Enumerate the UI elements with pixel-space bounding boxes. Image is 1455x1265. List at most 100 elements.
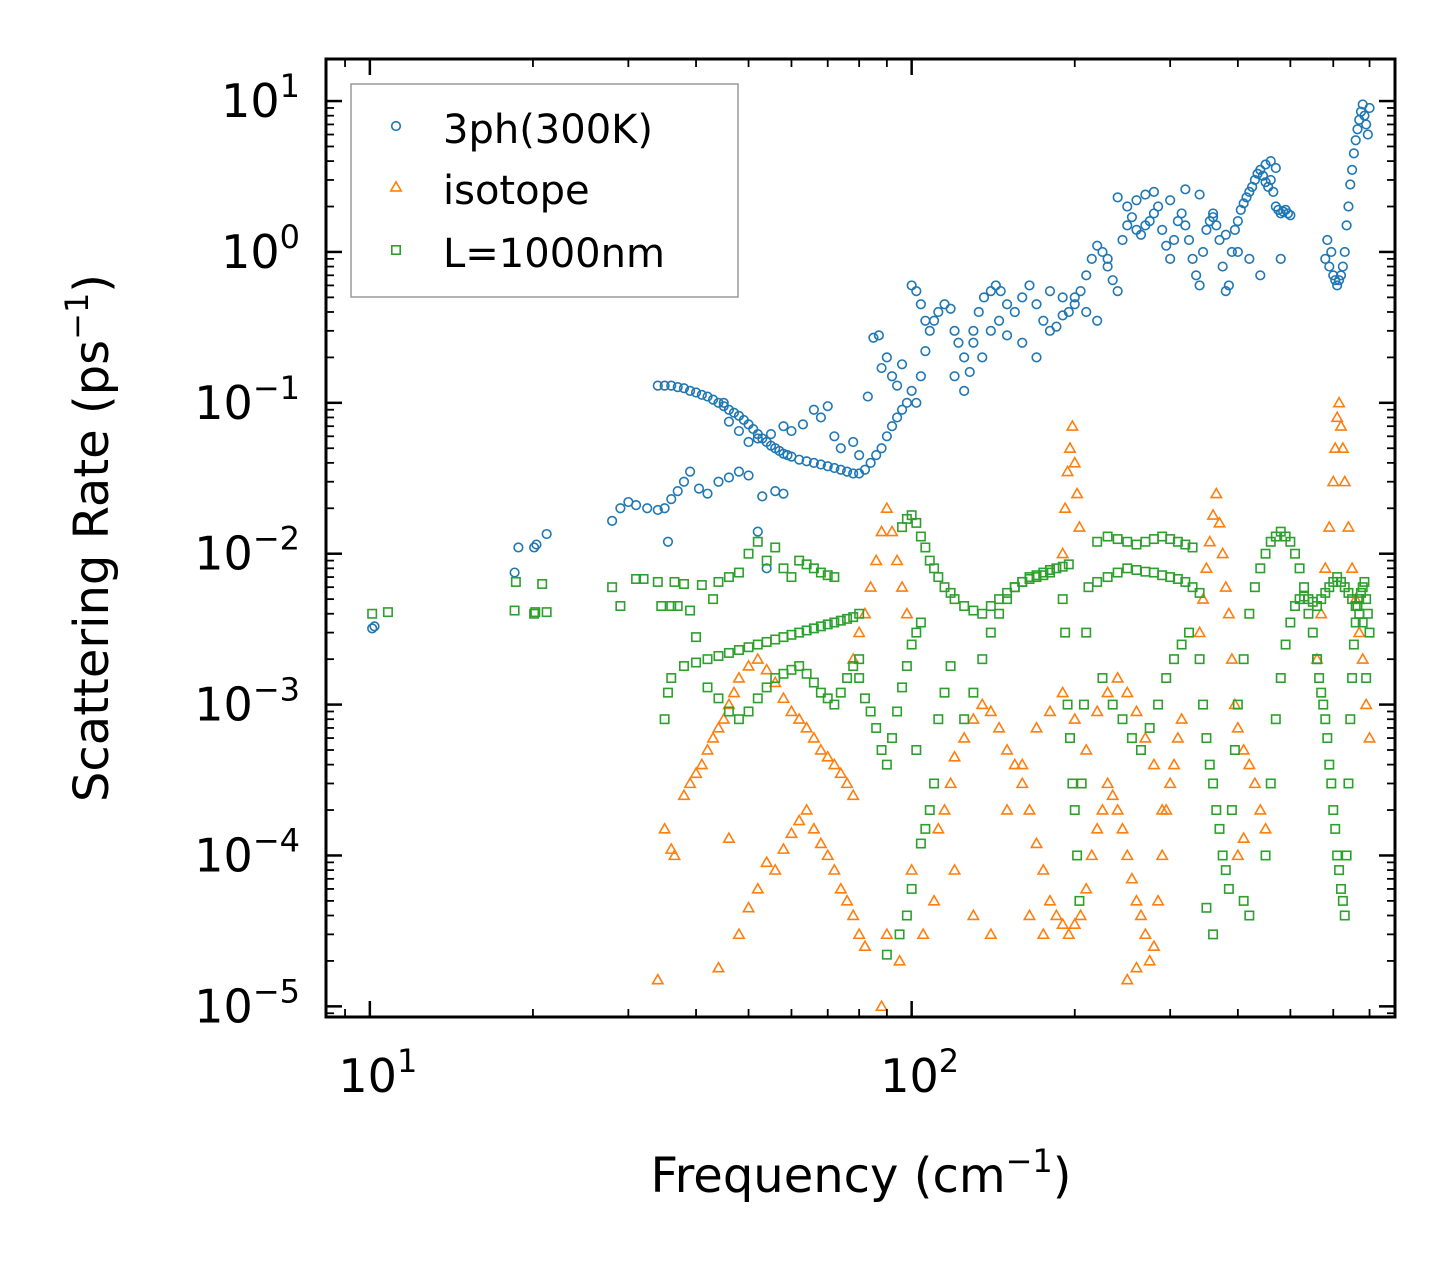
data-point (1326, 474, 1340, 487)
data-point (1069, 299, 1080, 310)
data-point (784, 704, 799, 717)
data-point (666, 380, 677, 391)
data-point (1326, 778, 1337, 789)
data-point (1057, 561, 1068, 572)
data-point (808, 623, 819, 634)
data-point (1155, 803, 1169, 815)
data-point (1336, 441, 1350, 453)
data-point (1068, 456, 1082, 468)
data-point (658, 822, 672, 834)
data-point (901, 661, 912, 672)
y-axis-label: Scattering Rate (ps−1) (58, 274, 120, 802)
data-point (530, 607, 541, 618)
data-point (1203, 534, 1217, 547)
data-point (1229, 745, 1240, 756)
data-point (713, 476, 724, 487)
data-point (1024, 280, 1035, 291)
data-point (852, 927, 866, 940)
data-point (1049, 908, 1063, 921)
data-point (1079, 882, 1093, 894)
data-point (1107, 699, 1118, 710)
data-point (794, 661, 805, 672)
data-point (733, 714, 744, 725)
data-point (1171, 731, 1185, 743)
data-point (1112, 534, 1123, 545)
data-point (607, 515, 618, 526)
data-point (638, 573, 649, 584)
x-tick-label: 101 (338, 1042, 417, 1103)
data-point (891, 380, 903, 391)
data-point (1326, 246, 1337, 258)
data-point (1101, 776, 1115, 789)
data-point (752, 526, 763, 537)
data-point (760, 855, 774, 868)
data-point (1352, 625, 1366, 638)
data-point (1015, 776, 1029, 789)
data-point (1338, 474, 1352, 487)
data-point (1355, 587, 1366, 598)
data-point (1223, 883, 1234, 894)
data-point (711, 961, 726, 973)
data-point (1347, 673, 1358, 684)
data-point (1364, 102, 1375, 114)
data-point (835, 615, 846, 626)
data-point (786, 425, 797, 437)
data-point (906, 639, 917, 650)
data-point (947, 750, 962, 762)
data-point (808, 677, 819, 688)
data-point (995, 286, 1006, 297)
data-point (1155, 848, 1169, 861)
data-point (933, 714, 944, 725)
data-point (1201, 902, 1212, 913)
data-point (778, 563, 789, 574)
data-point (1068, 917, 1082, 929)
data-point (1069, 292, 1080, 303)
legend-item: L=1000nm (390, 231, 665, 277)
data-point (1328, 441, 1342, 453)
data-point (689, 766, 703, 779)
data-point (814, 836, 828, 849)
data-point (1036, 863, 1050, 875)
data-point (1168, 234, 1180, 246)
data-point (684, 466, 696, 477)
ticks-layer (326, 59, 1395, 1017)
plot-frame (324, 57, 1397, 1019)
data-point (945, 303, 956, 314)
data-point (897, 682, 908, 693)
data-point (984, 927, 998, 940)
data-point (529, 608, 540, 619)
data-point (1112, 192, 1123, 203)
data-point (829, 431, 840, 442)
data-point (757, 491, 768, 502)
y-tick-label: 10−2 (194, 520, 300, 581)
data-point (1201, 224, 1212, 235)
data-point (906, 883, 917, 894)
data-point (920, 823, 931, 834)
data-point (1324, 261, 1335, 272)
data-point (993, 315, 1005, 326)
data-point (1161, 673, 1172, 684)
data-point (1206, 508, 1220, 520)
data-point (894, 929, 905, 940)
data-point (880, 501, 894, 513)
data-point (865, 706, 876, 717)
data-point (1076, 778, 1087, 789)
data-point (1290, 548, 1301, 559)
data-point (1265, 536, 1276, 547)
data-point (1002, 587, 1013, 598)
data-point (1183, 234, 1195, 246)
data-point (966, 908, 980, 921)
data-point (1341, 850, 1352, 861)
data-point (937, 803, 952, 815)
data-point (1072, 850, 1083, 861)
data-point (513, 542, 524, 553)
data-point (1270, 714, 1281, 725)
data-point (718, 397, 729, 408)
data-point (662, 536, 674, 547)
data-point (1095, 803, 1110, 815)
data-point (807, 731, 821, 743)
data-point (829, 617, 840, 628)
data-point (933, 306, 944, 318)
data-point (1092, 315, 1103, 326)
data-point (822, 401, 833, 412)
